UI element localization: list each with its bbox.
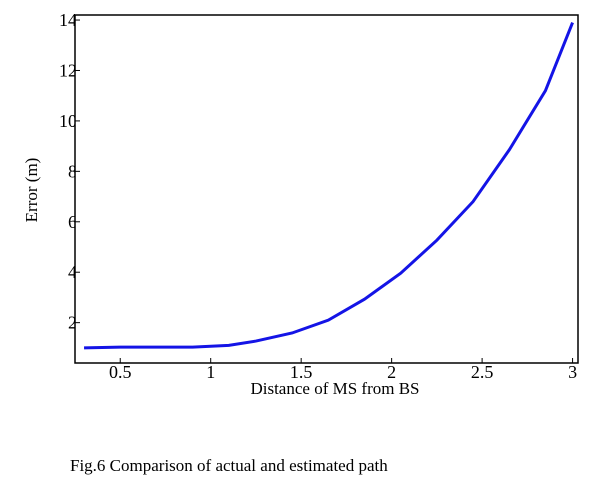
x-tick-label: 0.5	[109, 362, 132, 382]
x-tick-label: 3	[568, 362, 577, 382]
y-axis-label: Error (m)	[22, 158, 41, 223]
y-tick-label: 140	[59, 10, 86, 30]
y-tick-label: 120	[59, 60, 86, 80]
y-tick-label: 100	[59, 111, 86, 131]
x-tick-label: 2.5	[471, 362, 494, 382]
y-tick-label: 40	[68, 262, 86, 282]
plot-area	[84, 22, 574, 350]
y-tick-label: 60	[68, 212, 86, 232]
x-tick-label: 2	[387, 362, 396, 382]
y-tick-label: 20	[68, 313, 86, 333]
data-line	[84, 22, 574, 350]
caption: Fig.6 Comparison of actual and estimated…	[70, 456, 388, 475]
y-tick-labels: 20 40 60 80 100 120 140	[59, 10, 86, 333]
x-tick-labels: 0.5 1 1.5 2 2.5 3	[109, 362, 577, 382]
y-tick-label: 80	[68, 161, 86, 181]
plot-frame	[74, 14, 579, 364]
x-tick-label: 1	[206, 362, 215, 382]
x-axis-label: Distance of MS from BS	[250, 379, 419, 398]
x-tick-label: 1.5	[290, 362, 313, 382]
